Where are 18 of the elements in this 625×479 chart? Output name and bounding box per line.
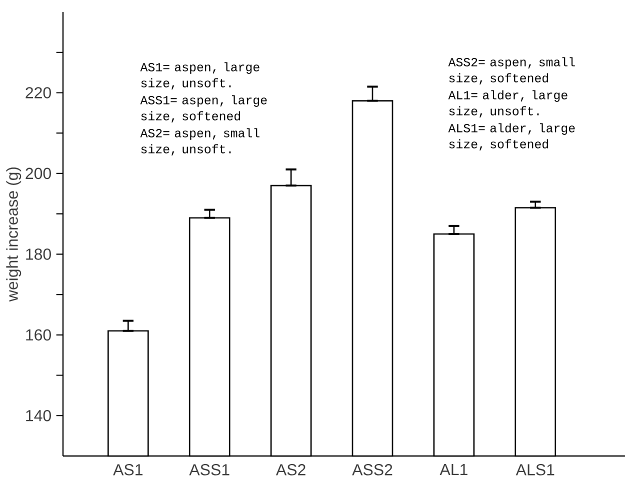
x-tick-label: AS2 (276, 464, 306, 476)
x-tick-label: ASS1 (189, 464, 230, 476)
x-tick-label: AS1 (113, 464, 142, 476)
y-tick-label: 180 (26, 248, 51, 260)
annotation: ASS1= aspen, large size, softened (140, 95, 267, 122)
x-tick-label: AL1 (440, 464, 468, 476)
annotation: ASS2= aspen, small size, softened (448, 57, 575, 84)
annotation: AS2= aspen, small size, unsoft. (140, 128, 260, 156)
annotation: AS1= aspen, large size, unsoft. (140, 62, 260, 90)
y-axis-title: weight increase (g) (6, 167, 22, 302)
annotation: ALS1= alder, large size, softened (448, 123, 575, 150)
y-tick-label: 200 (26, 168, 51, 180)
y-tick-label: 220 (26, 87, 51, 98)
annotation: AL1= alder, large size, unsoft. (448, 90, 568, 118)
x-tick-label: ASS2 (352, 464, 392, 476)
y-tick-label: 160 (26, 329, 51, 341)
x-tick-label: ALS1 (516, 464, 554, 476)
y-tick-label: 140 (26, 410, 51, 422)
